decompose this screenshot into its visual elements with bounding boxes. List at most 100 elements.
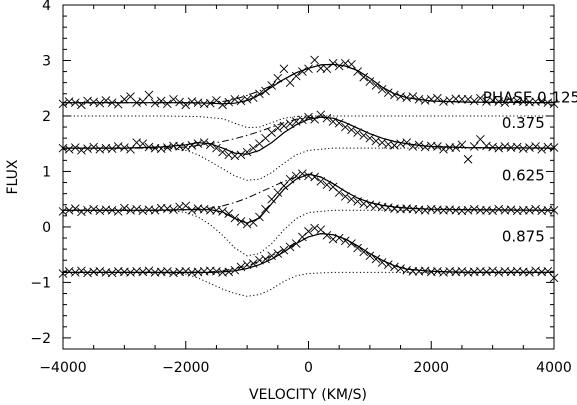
observed-point (310, 114, 319, 124)
observed-point (347, 194, 356, 204)
observed-point (347, 125, 356, 135)
observed-point (285, 174, 295, 184)
observed-point (218, 147, 227, 157)
observed-point (298, 115, 307, 125)
observed-point (463, 154, 473, 164)
observed-point (365, 251, 375, 261)
observed-point (439, 144, 448, 154)
observed-point (525, 268, 534, 277)
observed-point (328, 117, 338, 126)
observed-point (175, 97, 184, 107)
y-tick-label: −2 (30, 331, 51, 347)
observed-point (549, 143, 559, 152)
observed-point (433, 93, 442, 103)
y-tick-label: 0 (42, 220, 51, 236)
x-tick-label: 0 (304, 360, 313, 376)
observed-point (255, 89, 264, 99)
observed-point (365, 77, 375, 86)
observed-point (365, 133, 375, 143)
observed-point (236, 262, 246, 272)
observed-point (267, 251, 276, 261)
observed-point (279, 64, 289, 74)
observed-point (310, 55, 319, 65)
axis-ticks: −4000 −2000 0 2000 4000 −2 −1 0 1 2 3 4 (30, 0, 571, 376)
observed-point (236, 217, 246, 226)
observed-point (64, 144, 74, 154)
observed-point (224, 209, 234, 218)
observed-point (181, 201, 191, 211)
phase-labels: PHASE 0.125 0.375 0.625 0.875 (483, 89, 577, 246)
observed-point (304, 64, 313, 74)
observed-point (359, 247, 369, 257)
observed-point (248, 143, 258, 153)
model-fit-line (63, 173, 555, 224)
observed-point (181, 142, 191, 152)
observed-point (377, 138, 387, 147)
plot-frame (62, 4, 555, 350)
observed-point (383, 88, 393, 97)
observed-point (169, 95, 178, 104)
observed-point (205, 205, 215, 215)
observed-point (77, 266, 86, 276)
observed-point (144, 90, 154, 100)
observed-point (242, 219, 252, 229)
observed-point (316, 177, 326, 186)
model-fit-line (63, 116, 555, 155)
observed-point (248, 259, 258, 268)
observed-point (83, 144, 92, 154)
observed-point (279, 245, 289, 255)
observed-point (334, 118, 344, 128)
observed-point (414, 140, 424, 150)
observed-point (322, 230, 332, 240)
observed-point (322, 180, 332, 190)
observed-point (451, 143, 461, 152)
observed-point (512, 142, 522, 152)
observed-point (390, 90, 399, 100)
observed-point (328, 58, 338, 68)
y-axis-label: FLUX (5, 159, 21, 194)
observed-point (120, 203, 129, 213)
observed-point (377, 258, 387, 267)
observed-point (132, 204, 141, 214)
emission-component-line (63, 233, 554, 273)
observed-point (255, 212, 264, 222)
y-tick-label: 4 (42, 0, 51, 14)
x-tick-label: 4000 (536, 360, 572, 376)
observed-point (549, 273, 559, 283)
observed-point (70, 268, 80, 277)
observed-point (156, 96, 166, 106)
observed-point (371, 254, 381, 264)
observed-point (402, 138, 412, 147)
phase-label: 0.375 (502, 114, 545, 132)
y-tick-label: 2 (42, 109, 51, 125)
phase-label: 0.625 (502, 166, 545, 184)
observed-point (187, 141, 197, 150)
observed-point (531, 204, 540, 214)
observed-point (267, 81, 276, 90)
observed-point (445, 143, 454, 152)
observed-point (107, 98, 117, 107)
observed-point (353, 128, 362, 137)
x-axis-label: VELOCITY (KM/S) (249, 387, 367, 403)
observed-point (537, 96, 547, 106)
observed-point (353, 243, 362, 253)
observed-point (408, 92, 418, 101)
observed-point (476, 205, 485, 215)
observed-point (457, 140, 467, 150)
observed-point (95, 98, 105, 108)
observed-point (285, 242, 295, 252)
phase-label: 0.875 (502, 227, 545, 245)
observed-point (236, 150, 246, 160)
observed-point (341, 192, 350, 201)
observed-point (273, 73, 283, 83)
observed-point (218, 207, 227, 216)
observed-point (285, 119, 295, 129)
observed-point (537, 144, 547, 154)
observed-point (279, 121, 289, 131)
emission-component-line (63, 173, 555, 211)
observed-point (163, 99, 172, 109)
observed-point (291, 117, 301, 126)
x-tick-label: −4000 (39, 360, 86, 376)
observed-point (359, 72, 369, 82)
